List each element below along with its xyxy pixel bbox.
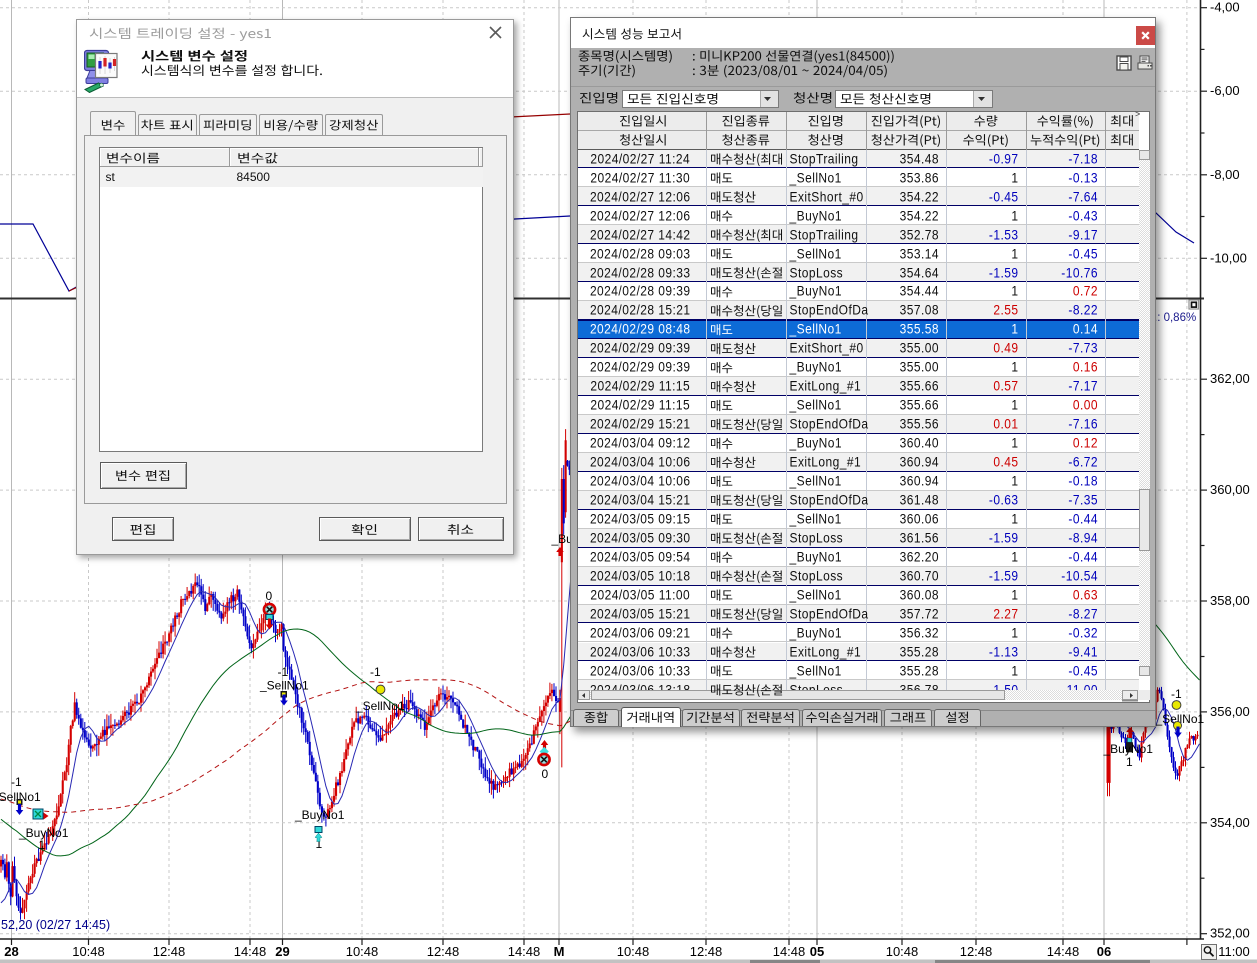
svg-text:05: 05 <box>810 944 824 959</box>
svg-text:0: 0 <box>266 589 273 603</box>
svg-text:.: 0,86%: .: 0,86% <box>1154 312 1196 324</box>
svg-text:10:48: 10:48 <box>72 944 105 959</box>
svg-text:-1: -1 <box>370 665 381 679</box>
svg-text:_SellNo1: _SellNo1 <box>1155 712 1205 726</box>
svg-text:52,20 (02/27 14:45): 52,20 (02/27 14:45) <box>1 918 110 932</box>
svg-text:12:48: 12:48 <box>427 944 460 959</box>
svg-text:_SellNo1: _SellNo1 <box>259 679 309 693</box>
svg-text:-6,00: -6,00 <box>1210 83 1240 98</box>
svg-text:_SellNo1: _SellNo1 <box>0 790 41 804</box>
svg-text:0: 0 <box>542 767 549 781</box>
svg-text:-1: -1 <box>11 775 22 789</box>
svg-text:-4,00: -4,00 <box>1210 0 1240 15</box>
svg-text:29: 29 <box>275 944 289 959</box>
svg-text:1: 1 <box>1126 755 1133 769</box>
svg-text:-8,00: -8,00 <box>1210 167 1240 182</box>
svg-text:12:48: 12:48 <box>960 944 993 959</box>
svg-text:14:48: 14:48 <box>508 944 541 959</box>
svg-text:358,00: 358,00 <box>1210 593 1250 608</box>
svg-text:_BuyNo1: _BuyNo1 <box>294 808 345 822</box>
svg-text:28: 28 <box>4 944 18 959</box>
svg-text:14:48: 14:48 <box>773 944 806 959</box>
svg-text:M: M <box>554 944 565 959</box>
svg-text:11:00: 11:00 <box>1218 944 1250 959</box>
svg-text:1: 1 <box>316 837 323 851</box>
svg-text:362,00: 362,00 <box>1210 371 1250 386</box>
svg-text:06: 06 <box>1097 944 1111 959</box>
svg-text:-1: -1 <box>278 665 289 679</box>
svg-text:14:48: 14:48 <box>1047 944 1080 959</box>
svg-text:_BuyNo1: _BuyNo1 <box>18 826 69 840</box>
svg-text:14:48: 14:48 <box>234 944 267 959</box>
svg-text:1: 1 <box>39 838 46 852</box>
svg-text:10:48: 10:48 <box>617 944 650 959</box>
svg-text:12:48: 12:48 <box>690 944 723 959</box>
svg-text:354,00: 354,00 <box>1210 815 1250 830</box>
svg-text:10:48: 10:48 <box>886 944 919 959</box>
svg-text:_SellNo1: _SellNo1 <box>355 699 405 713</box>
svg-text:356,00: 356,00 <box>1210 704 1250 719</box>
svg-text:352,00: 352,00 <box>1210 926 1250 941</box>
svg-text:-10,00: -10,00 <box>1210 250 1247 265</box>
svg-text:12:48: 12:48 <box>153 944 186 959</box>
svg-text:_BuyNo1: _BuyNo1 <box>1103 742 1154 756</box>
svg-text:-1: -1 <box>1171 687 1182 701</box>
svg-text:10:48: 10:48 <box>346 944 379 959</box>
svg-text:360,00: 360,00 <box>1210 482 1250 497</box>
